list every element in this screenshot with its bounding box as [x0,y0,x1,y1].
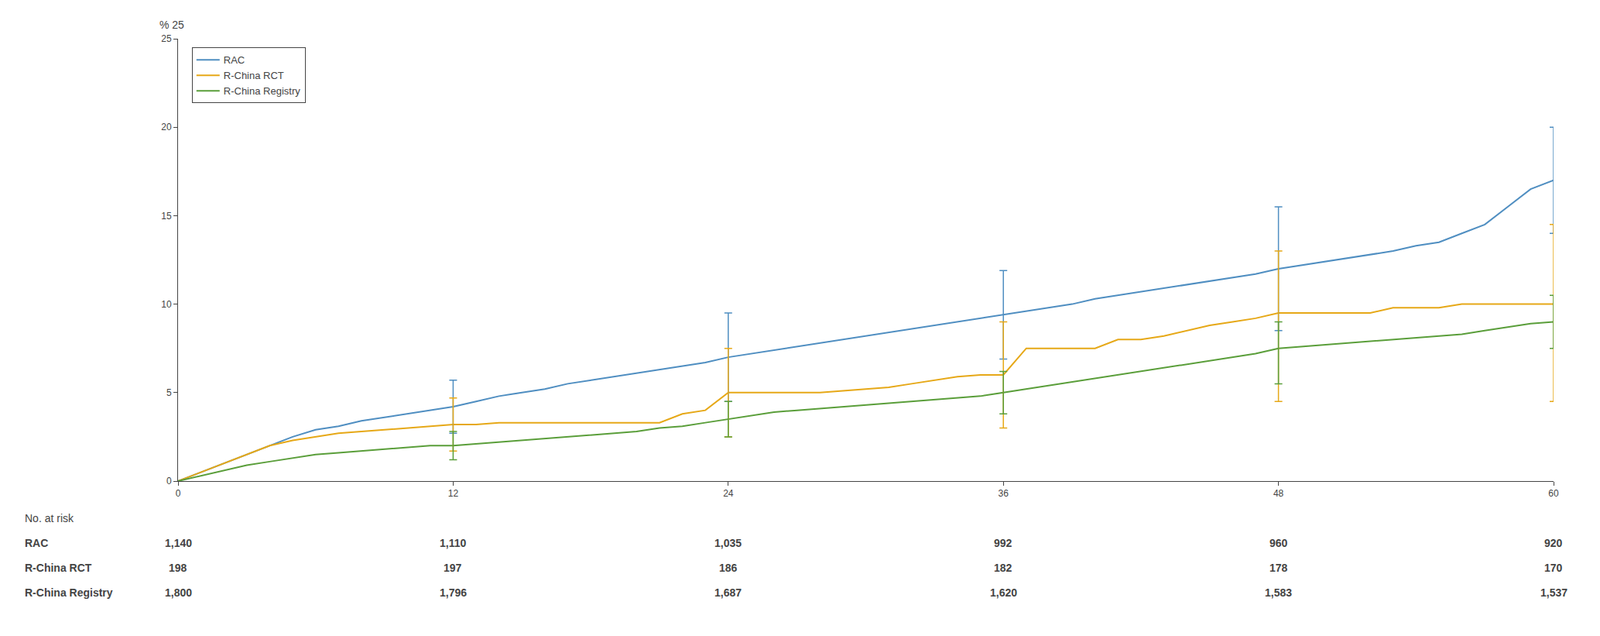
svg-text:5: 5 [166,387,172,398]
svg-text:1,800: 1,800 [164,585,192,599]
svg-text:1,687: 1,687 [714,585,742,599]
svg-text:186: 186 [719,561,738,574]
svg-text:182: 182 [993,561,1013,574]
svg-text:1,583: 1,583 [1264,585,1292,599]
svg-text:No. at risk: No. at risk [24,511,75,525]
svg-text:25: 25 [161,33,172,45]
svg-text:24: 24 [722,487,734,499]
svg-text:197: 197 [443,561,463,574]
svg-text:198: 198 [168,561,188,574]
svg-text:R-China Registry: R-China Registry [223,85,301,97]
svg-text:992: 992 [993,536,1013,549]
svg-text:1,110: 1,110 [439,536,466,549]
svg-text:12: 12 [448,487,460,499]
svg-text:R-China Registry: R-China Registry [24,585,114,599]
svg-text:RAC: RAC [24,536,48,549]
svg-text:1,035: 1,035 [714,536,742,549]
svg-text:36: 36 [998,487,1010,499]
svg-text:60: 60 [1548,487,1559,499]
svg-text:10: 10 [161,298,172,310]
svg-text:1,796: 1,796 [439,585,467,599]
svg-text:RAC: RAC [223,54,245,66]
svg-text:1,537: 1,537 [1540,585,1568,599]
svg-text:% 25: % 25 [159,18,185,31]
svg-text:20: 20 [161,121,172,133]
svg-text:960: 960 [1269,536,1289,549]
svg-text:48: 48 [1273,487,1285,499]
svg-text:R-China RCT: R-China RCT [223,69,285,82]
svg-text:0: 0 [166,475,172,487]
svg-text:0: 0 [175,487,182,499]
svg-text:170: 170 [1544,561,1563,574]
svg-text:920: 920 [1544,536,1563,549]
svg-text:178: 178 [1269,561,1289,574]
svg-text:R-China RCT: R-China RCT [24,561,93,574]
svg-text:15: 15 [161,210,172,222]
svg-text:1,140: 1,140 [164,536,192,549]
svg-text:1,620: 1,620 [990,585,1018,599]
